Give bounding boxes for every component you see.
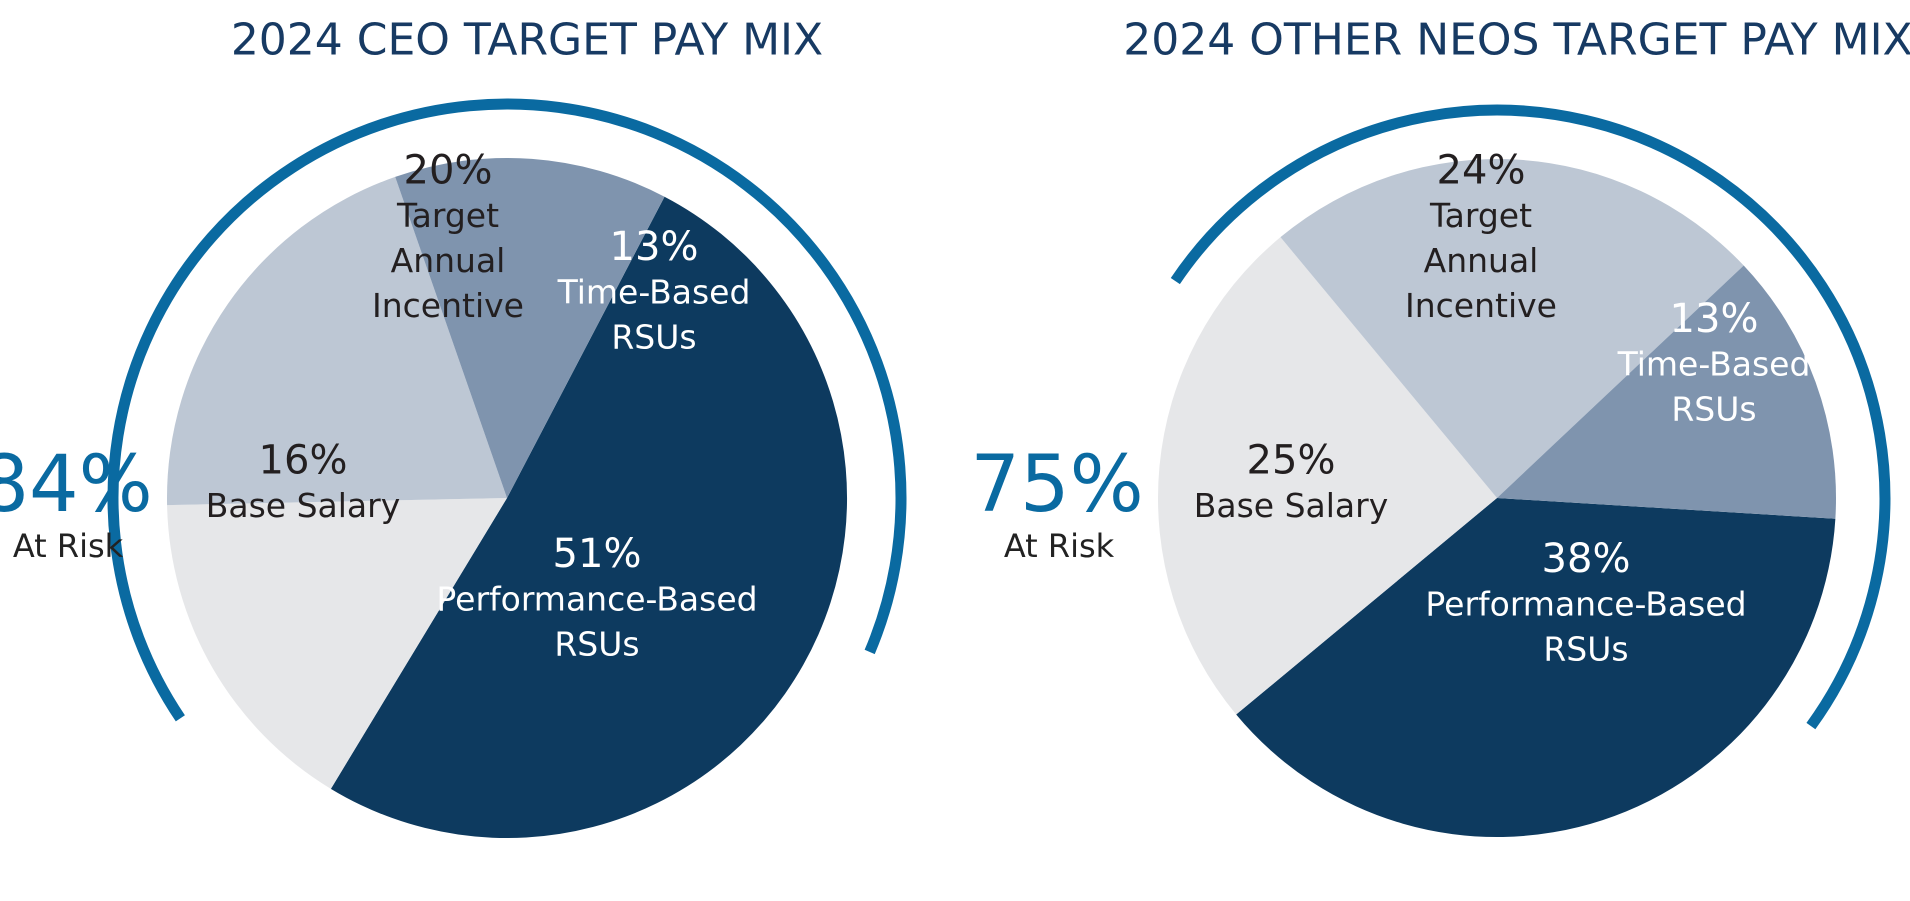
- slice-label-line: RSUs: [611, 318, 696, 357]
- neos-slice-target-annual-incentive: [1280, 159, 1744, 498]
- slice-label-line: Base Salary: [1194, 486, 1389, 525]
- ceo-at-risk-label: At Risk: [13, 527, 124, 565]
- ceo-slice-base-salary: [167, 498, 507, 789]
- ceo-slice-time-based-rsus: [395, 157, 665, 499]
- slice-percent: 25%: [1247, 438, 1336, 484]
- neos-at-risk-label: At Risk: [1004, 527, 1115, 565]
- slice-percent: 38%: [1542, 536, 1631, 582]
- ceo-slice-label-target-annual-incentive: 20%Target Annual Incentive: [372, 148, 524, 326]
- slice-percent: 51%: [553, 531, 642, 577]
- ceo-slice-performance-based-rsus: [330, 196, 848, 839]
- slice-label-line: Performance-Based: [436, 580, 757, 619]
- neos-slice-label-time-based-rsus: 13%Time-Based RSUs: [1617, 296, 1811, 429]
- neos-at-risk-percent: 75%: [970, 440, 1143, 530]
- ceo-at-risk-ring: [107, 98, 907, 722]
- slice-label-line: Incentive: [1405, 286, 1557, 325]
- ceo-slice-label-time-based-rsus: 13%Time-Based RSUs: [557, 224, 751, 357]
- neos-slice-label-performance-based-rsus: 38%Performance-Based RSUs: [1425, 536, 1746, 669]
- neos-slice-label-base-salary: 25%Base Salary: [1194, 438, 1389, 526]
- slice-label-line: Target: [396, 196, 499, 235]
- neos-pay-mix-chart: 2024 OTHER NEOS TARGET PAY MIX 38%Perform…: [970, 15, 1910, 838]
- slice-percent: 13%: [610, 224, 699, 270]
- slice-label-line: Annual: [391, 241, 506, 280]
- neos-at-risk-ring: [1170, 104, 1891, 730]
- slice-label-line: RSUs: [1543, 630, 1628, 669]
- slice-percent: 20%: [404, 148, 493, 194]
- ceo-slice-label-base-salary: 16%Base Salary: [206, 438, 401, 526]
- slice-label-line: Incentive: [372, 286, 524, 325]
- ceo-at-risk-percent: 84%: [0, 440, 153, 530]
- neos-chart-title: 2024 OTHER NEOS TARGET PAY MIX: [1123, 15, 1910, 66]
- slice-label-line: Target: [1429, 196, 1532, 235]
- slice-percent: 16%: [259, 438, 348, 484]
- neos-slice-time-based-rsus: [1497, 265, 1837, 519]
- slice-label-line: Time-Based: [557, 273, 751, 312]
- slice-label-line: RSUs: [554, 625, 639, 664]
- slice-label-line: Time-Based: [1617, 345, 1811, 384]
- ceo-slice-target-annual-incentive: [166, 176, 507, 506]
- neos-slice-label-target-annual-incentive: 24%Target Annual Incentive: [1405, 148, 1557, 326]
- slice-percent: 13%: [1670, 296, 1759, 342]
- ceo-chart-title: 2024 CEO TARGET PAY MIX: [231, 15, 823, 66]
- slice-percent: 24%: [1437, 148, 1526, 194]
- slice-label-line: Base Salary: [206, 486, 401, 525]
- neos-slice-base-salary: [1157, 237, 1497, 715]
- slice-label-line: RSUs: [1671, 390, 1756, 429]
- slice-label-line: Performance-Based: [1425, 585, 1746, 624]
- ceo-pay-mix-chart: 2024 CEO TARGET PAY MIX 51%Performance-Ba…: [0, 15, 907, 839]
- neos-slice-performance-based-rsus: [1236, 498, 1836, 838]
- slice-label-line: Annual: [1424, 241, 1539, 280]
- ceo-slice-label-performance-based-rsus: 51%Performance-Based RSUs: [436, 531, 757, 664]
